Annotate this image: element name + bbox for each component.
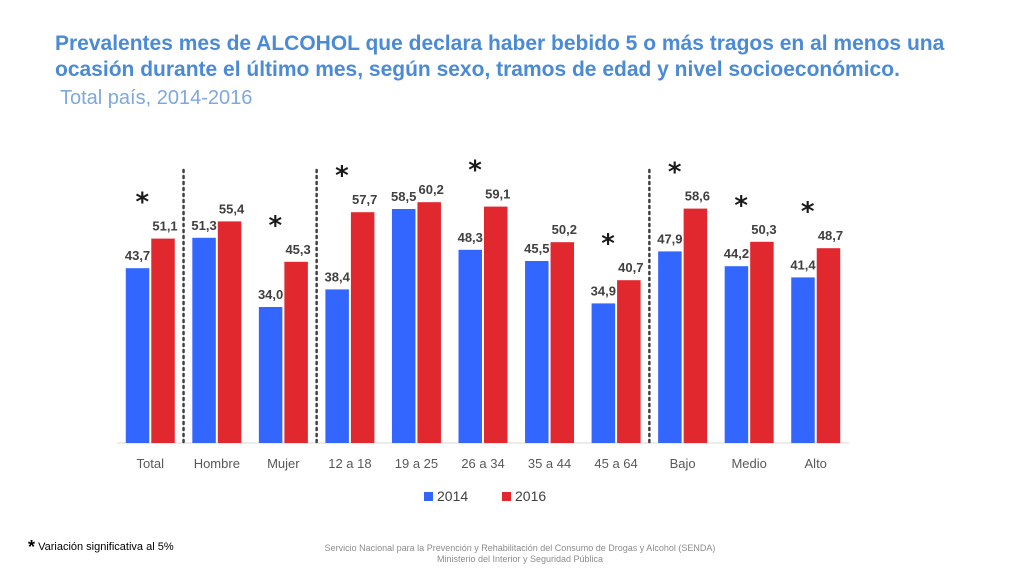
significance-asterisk: *	[269, 211, 283, 241]
category-label: 12 a 18	[328, 456, 371, 471]
category-label: Alto	[805, 456, 827, 471]
data-label-2016: 57,7	[352, 192, 377, 207]
bar-2014-19-a-25	[391, 209, 416, 443]
significance-footnote: * Variación significativa al 5%	[28, 537, 174, 558]
bar-2016-Alto	[816, 248, 841, 443]
bar-2016-Hombre	[217, 221, 242, 443]
data-label-2016: 48,7	[818, 228, 843, 243]
bar-2014-Medio	[724, 266, 749, 443]
legend-label-2016: 2016	[515, 488, 546, 504]
legend-swatch-2016	[502, 492, 511, 501]
category-label: Mujer	[267, 456, 300, 471]
data-label-2014: 34,0	[258, 287, 283, 302]
bar-2014-26-a-34	[458, 249, 482, 443]
chart-title: Prevalentes mes de ALCOHOL que declara h…	[55, 32, 945, 81]
significance-asterisk: *	[734, 191, 748, 221]
data-label-2016: 45,3	[285, 242, 310, 257]
bar-2016-Medio	[750, 241, 774, 443]
data-label-2014: 47,9	[657, 231, 682, 246]
data-label-2014: 38,4	[325, 269, 351, 284]
bar-2014-12-a-18	[325, 289, 349, 443]
significance-asterisk: *	[468, 156, 482, 186]
data-label-2016: 50,2	[552, 222, 577, 237]
significance-asterisk: *	[668, 158, 682, 188]
data-label-2014: 45,5	[524, 241, 549, 256]
data-label-2016: 50,3	[751, 222, 776, 237]
data-label-2016: 58,6	[685, 189, 710, 204]
significance-asterisk: *	[135, 188, 149, 218]
footnote-text: Variación significativa al 5%	[38, 541, 174, 553]
bar-2016-26-a-34	[484, 206, 508, 443]
bar-2014-Hombre	[192, 237, 216, 443]
data-label-2014: 48,3	[458, 230, 483, 245]
legend-swatch-2014	[424, 492, 433, 501]
significance-asterisk: *	[601, 229, 615, 259]
footer-line-2: Ministerio del Interior y Seguridad Públ…	[436, 554, 604, 564]
category-label: Hombre	[194, 456, 240, 471]
category-label: 35 a 44	[528, 456, 571, 471]
data-label-2016: 59,1	[485, 187, 510, 202]
bar-2016-Bajo	[683, 208, 708, 443]
bar-2016-19-a-25	[417, 202, 441, 443]
footer-line-1: Servicio Nacional para la Prevención y R…	[324, 543, 716, 553]
data-label-2016: 51,1	[152, 219, 177, 234]
data-label-2014: 43,7	[125, 248, 150, 263]
bar-2016-45-a-64	[617, 280, 641, 443]
category-label: Total	[137, 456, 165, 471]
bar-2014-Mujer	[258, 307, 283, 443]
bar-2014-Alto	[791, 277, 815, 443]
data-label-2016: 40,7	[618, 260, 643, 275]
data-label-2014: 51,3	[191, 218, 216, 233]
bar-2014-45-a-64	[591, 303, 616, 443]
legend-label-2014: 2014	[437, 488, 468, 504]
bar-2016-Total	[151, 238, 175, 443]
chart-subtitle: Total país, 2014-2016	[60, 87, 253, 109]
data-label-2014: 58,5	[391, 189, 416, 204]
footnote-asterisk: *	[28, 537, 36, 557]
category-label: 19 a 25	[395, 456, 438, 471]
bar-2016-Mujer	[284, 261, 308, 443]
category-label: 45 a 64	[594, 456, 637, 471]
data-label-2014: 34,9	[591, 283, 616, 298]
category-label: 26 a 34	[461, 456, 504, 471]
bar-2016-35-a-44	[550, 242, 575, 443]
bar-2014-Bajo	[658, 251, 682, 443]
category-label: Medio	[731, 456, 766, 471]
category-label: Bajo	[670, 456, 696, 471]
data-label-2016: 60,2	[419, 182, 444, 197]
significance-asterisk: *	[335, 161, 349, 191]
data-label-2014: 44,2	[724, 246, 749, 261]
bar-2014-35-a-44	[525, 261, 549, 443]
significance-asterisk: *	[801, 197, 815, 227]
footer-credits: Servicio Nacional para la Prevención y R…	[220, 543, 820, 565]
bar-2016-12-a-18	[350, 212, 375, 443]
bar-2014-Total	[125, 268, 150, 443]
data-label-2014: 41,4	[790, 257, 816, 272]
data-label-2016: 55,4	[219, 201, 245, 216]
